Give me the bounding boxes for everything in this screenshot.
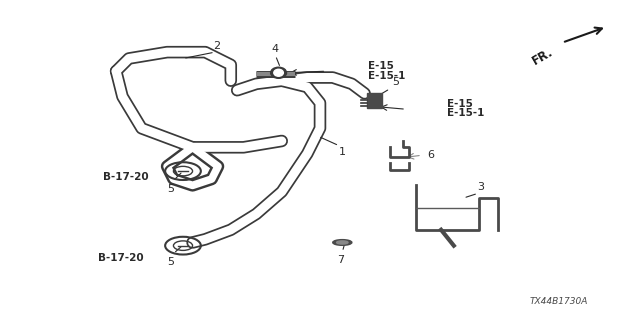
- Text: 5: 5: [167, 257, 173, 267]
- Ellipse shape: [274, 69, 284, 76]
- Text: 2: 2: [213, 41, 220, 51]
- Text: 1: 1: [339, 147, 346, 157]
- Text: 5: 5: [167, 184, 173, 194]
- Ellipse shape: [337, 241, 348, 244]
- Text: 6: 6: [427, 150, 434, 160]
- Text: E-15-1: E-15-1: [447, 108, 485, 118]
- Ellipse shape: [271, 67, 287, 78]
- Text: 7: 7: [337, 255, 344, 265]
- Text: TX44B1730A: TX44B1730A: [529, 297, 588, 306]
- Text: FR.: FR.: [530, 45, 556, 68]
- Text: B-17-20: B-17-20: [103, 172, 149, 182]
- Text: E-15: E-15: [447, 100, 474, 109]
- Text: E-15: E-15: [368, 61, 394, 71]
- Text: 5: 5: [392, 77, 399, 87]
- Text: B-17-20: B-17-20: [99, 253, 144, 263]
- Text: E-15-1: E-15-1: [368, 71, 405, 81]
- Text: 3: 3: [477, 182, 484, 192]
- Ellipse shape: [333, 240, 352, 245]
- FancyBboxPatch shape: [367, 93, 383, 108]
- Text: 4: 4: [272, 44, 279, 54]
